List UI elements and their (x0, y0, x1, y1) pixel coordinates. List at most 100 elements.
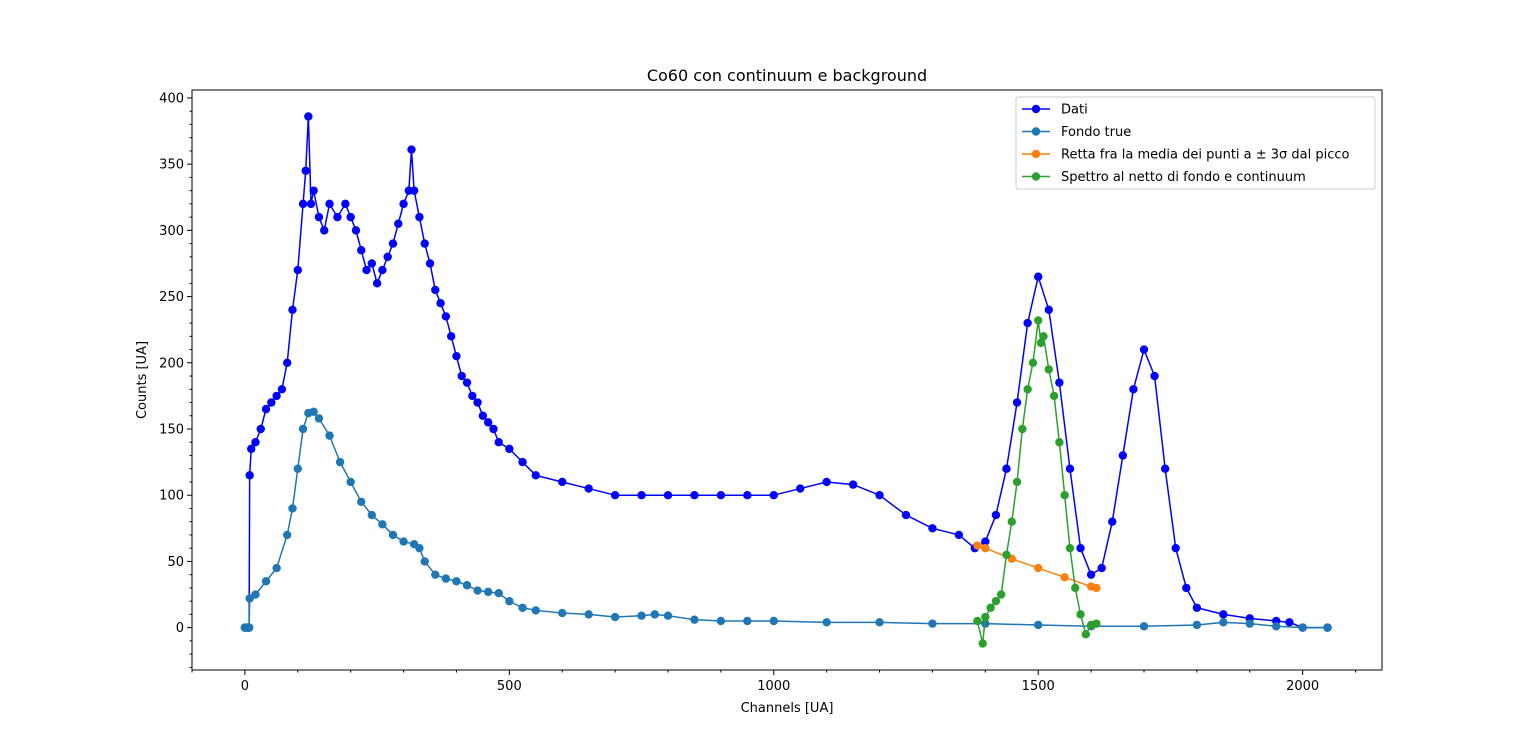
data-point (981, 543, 990, 553)
data-point (473, 398, 482, 407)
data-point (362, 265, 371, 275)
data-point (1023, 385, 1032, 394)
series-1 (240, 407, 1332, 632)
data-point (335, 457, 345, 467)
data-point (1150, 371, 1159, 381)
data-point (1034, 563, 1043, 573)
data-point (663, 491, 673, 500)
data-point (256, 424, 265, 434)
data-point (446, 332, 456, 341)
data-point (1034, 620, 1043, 630)
data-point (518, 457, 527, 467)
data-point (431, 285, 440, 295)
data-point (1055, 438, 1064, 447)
series-line (244, 411, 1328, 629)
data-point (483, 418, 493, 427)
data-point (1298, 623, 1307, 632)
data-point (468, 391, 477, 401)
data-point (1182, 583, 1191, 593)
data-point (981, 537, 990, 546)
data-point (875, 491, 884, 500)
x-axis-label: Channels [UA] (741, 701, 834, 716)
data-point (462, 378, 472, 387)
data-point (650, 610, 659, 619)
y-tick-label: 200 (159, 356, 184, 371)
data-point (473, 586, 482, 595)
data-point (378, 520, 387, 529)
y-tick-label: 250 (159, 290, 184, 305)
data-point (1285, 618, 1294, 627)
data-point (351, 226, 361, 235)
data-point (875, 618, 884, 627)
legend-marker (1031, 172, 1041, 181)
data-point (796, 484, 805, 493)
data-point (637, 491, 646, 500)
data-point (415, 543, 424, 553)
data-point (848, 480, 858, 489)
data-point (610, 491, 620, 500)
data-point (505, 444, 514, 454)
data-point (283, 530, 292, 540)
data-point (1272, 622, 1281, 631)
x-axis: 0 500 1000 1500 2000 (191, 670, 1357, 694)
data-point (978, 639, 987, 648)
data-point (1219, 618, 1228, 627)
data-point (483, 587, 493, 597)
data-point (388, 530, 398, 540)
x-tick-label: 2000 (1286, 679, 1319, 694)
data-point (457, 371, 466, 381)
data-point (399, 199, 408, 209)
x-tick-label: 500 (497, 679, 522, 694)
data-point (394, 219, 403, 228)
data-point (301, 166, 310, 175)
data-point (283, 358, 292, 367)
data-point (1081, 630, 1091, 639)
data-point (1086, 570, 1096, 579)
data-point (1049, 391, 1059, 401)
data-point (245, 471, 254, 480)
data-point (716, 616, 726, 626)
data-point (272, 391, 281, 401)
data-point (690, 491, 699, 500)
data-point (1076, 610, 1085, 619)
data-point (372, 279, 382, 288)
x-tick-label: 1000 (757, 679, 790, 694)
series-0 (240, 112, 1332, 632)
data-point (743, 491, 752, 500)
data-point (991, 596, 1001, 606)
data-point (293, 265, 302, 275)
data-point (452, 351, 461, 361)
data-point (1055, 378, 1064, 387)
data-point (769, 616, 778, 626)
data-point (928, 619, 937, 628)
y-tick-label: 100 (159, 489, 184, 504)
data-point (420, 557, 429, 566)
data-point (1065, 543, 1075, 553)
chart-title: Co60 con continuum e background (647, 66, 927, 85)
y-axis: 0 50 100 150 200 250 300 350 400 (159, 91, 192, 668)
data-point (277, 385, 287, 394)
data-point (367, 510, 377, 520)
data-point (378, 265, 387, 275)
data-point (822, 477, 831, 487)
data-point (399, 537, 408, 546)
data-point (531, 471, 540, 480)
series-2 (973, 541, 1101, 593)
data-point (928, 524, 937, 533)
data-point (558, 608, 567, 618)
data-point (478, 411, 488, 420)
data-point (1245, 619, 1254, 628)
data-point (1108, 517, 1117, 526)
data-point (251, 590, 260, 599)
data-point (1060, 573, 1069, 582)
data-point (1139, 622, 1149, 631)
data-point (320, 226, 329, 235)
data-point (261, 404, 271, 414)
legend-marker (1031, 127, 1041, 136)
data-point (420, 239, 429, 248)
data-point (261, 577, 271, 586)
data-point (415, 212, 424, 222)
data-point (383, 252, 392, 262)
data-point (1044, 305, 1054, 315)
legend: Dati Fondo true Retta fra la media dei pun… (1015, 96, 1376, 190)
